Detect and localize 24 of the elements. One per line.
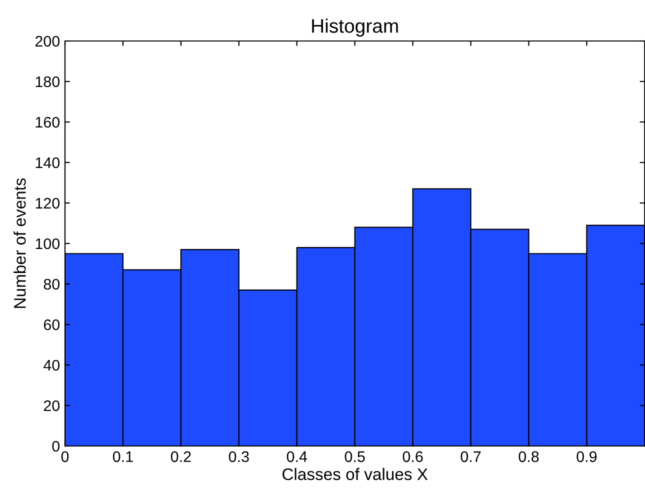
- y-tick-label: 120: [36, 198, 60, 209]
- x-tick-label: 0: [61, 451, 69, 462]
- x-tick-label: 0.7: [460, 451, 481, 462]
- x-tick-label: 0.8: [518, 451, 539, 462]
- y-tick-label: 100: [36, 238, 60, 250]
- x-tick-label: 0.1: [112, 451, 133, 462]
- x-tick-label: 0.9: [576, 451, 597, 462]
- y-tick-label: 200: [35, 36, 60, 47]
- x-tick-label: 0.2: [170, 451, 191, 462]
- y-axis-title: Number of events: [14, 178, 26, 308]
- x-axis-title: Classes of values X: [282, 468, 428, 480]
- y-tick-label: 80: [44, 278, 60, 290]
- x-tick-label: 0.6: [402, 451, 423, 462]
- x-tick-label: 0.3: [228, 451, 249, 462]
- y-tick-label: 0: [52, 440, 60, 452]
- y-tick-label: 20: [44, 400, 60, 412]
- x-tick-label: 0.4: [286, 451, 308, 462]
- y-tick-label: 140: [36, 157, 60, 168]
- y-tick-label: 40: [44, 360, 60, 371]
- y-tick-label: 180: [36, 76, 60, 88]
- y-tick-label: 160: [36, 116, 60, 128]
- chart-title: Histogram: [312, 18, 398, 37]
- x-tick-label: 0.5: [344, 451, 365, 462]
- y-tick-label: 60: [44, 319, 60, 330]
